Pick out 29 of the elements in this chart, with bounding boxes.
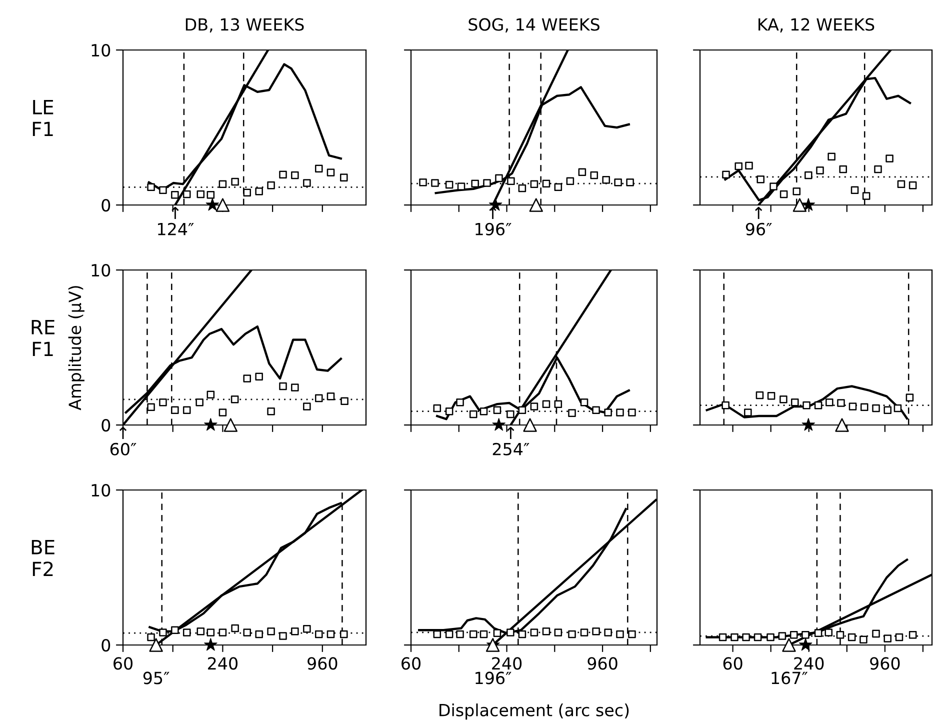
y-tick-label: 0 [102,198,110,212]
text: RE F1 [32,320,54,356]
chart-title: DB, 13 WEEKS [186,18,304,32]
x-tick-label: 960 [308,657,338,670]
chart-title: SOG, 14 WEEKS [468,18,600,32]
annotation: ↑ 254″ [492,426,530,456]
y-tick-label: 10 [92,264,110,277]
y-axis-title: Amplitude (μV) [68,286,84,410]
annotation: ↑ 124″ [158,206,194,236]
x-tick-label: 240 [794,657,824,670]
text: LE F1 [32,100,54,136]
x-tick-label: 60 [402,657,420,670]
y-tick-label: 0 [102,418,110,432]
chart-title: KA, 12 WEEKS [758,18,874,32]
annotation: 196″ [476,672,512,684]
x-tick-label: 960 [870,657,900,670]
x-tick-label: 60 [723,657,742,670]
x-axis-title: Displacement (arc sec) [440,703,629,720]
x-tick-label: 960 [588,657,618,670]
annotation: ↑ 96″ [746,206,772,236]
x-tick-label: 60 [114,657,132,670]
annotation: 95″ [143,672,170,684]
x-tick-label: 240 [492,657,522,670]
y-tick-label: 0 [102,638,110,652]
y-tick-label: 10 [92,44,110,57]
annotation: 167″ [772,672,808,684]
x-tick-label: 240 [208,657,238,670]
y-tick-label: 10 [92,484,110,497]
text: BE F2 [32,540,54,576]
